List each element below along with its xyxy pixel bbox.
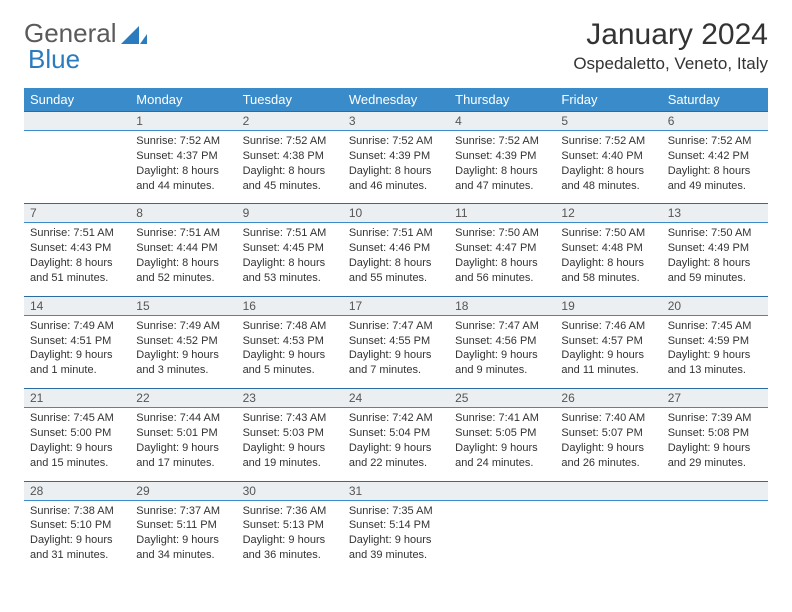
day-number: 9 [237, 204, 343, 223]
day-detail: Sunrise: 7:50 AM Sunset: 4:48 PM Dayligh… [555, 223, 661, 296]
day-number: 17 [343, 296, 449, 315]
day-detail: Sunrise: 7:48 AM Sunset: 4:53 PM Dayligh… [237, 315, 343, 388]
day-number: 19 [555, 296, 661, 315]
day-number: 21 [24, 389, 130, 408]
day-detail: Sunrise: 7:43 AM Sunset: 5:03 PM Dayligh… [237, 408, 343, 481]
day-number: 3 [343, 112, 449, 131]
header: General January 2024 Ospedaletto, Veneto… [24, 18, 768, 74]
day-detail: Sunrise: 7:52 AM Sunset: 4:40 PM Dayligh… [555, 131, 661, 204]
daynum-row: 123456 [24, 112, 768, 131]
day-detail: Sunrise: 7:52 AM Sunset: 4:42 PM Dayligh… [662, 131, 768, 204]
month-title: January 2024 [573, 18, 768, 52]
day-detail: Sunrise: 7:49 AM Sunset: 4:51 PM Dayligh… [24, 315, 130, 388]
day-detail: Sunrise: 7:35 AM Sunset: 5:14 PM Dayligh… [343, 500, 449, 573]
day-number: 14 [24, 296, 130, 315]
day-number [24, 112, 130, 131]
day-detail: Sunrise: 7:52 AM Sunset: 4:37 PM Dayligh… [130, 131, 236, 204]
day-number: 25 [449, 389, 555, 408]
day-detail [449, 500, 555, 573]
day-detail: Sunrise: 7:47 AM Sunset: 4:55 PM Dayligh… [343, 315, 449, 388]
daynum-row: 21222324252627 [24, 389, 768, 408]
day-detail: Sunrise: 7:51 AM Sunset: 4:43 PM Dayligh… [24, 223, 130, 296]
daynum-row: 78910111213 [24, 204, 768, 223]
day-detail: Sunrise: 7:36 AM Sunset: 5:13 PM Dayligh… [237, 500, 343, 573]
day-header: Friday [555, 88, 661, 112]
day-number: 11 [449, 204, 555, 223]
day-header: Tuesday [237, 88, 343, 112]
day-number: 5 [555, 112, 661, 131]
day-number: 16 [237, 296, 343, 315]
logo-text-b: Blue [28, 44, 80, 75]
day-number: 30 [237, 481, 343, 500]
day-header: Wednesday [343, 88, 449, 112]
day-number: 10 [343, 204, 449, 223]
day-detail [24, 131, 130, 204]
day-detail: Sunrise: 7:52 AM Sunset: 4:39 PM Dayligh… [449, 131, 555, 204]
day-number: 8 [130, 204, 236, 223]
location: Ospedaletto, Veneto, Italy [573, 54, 768, 74]
calendar-head: SundayMondayTuesdayWednesdayThursdayFrid… [24, 88, 768, 112]
detail-row: Sunrise: 7:52 AM Sunset: 4:37 PM Dayligh… [24, 131, 768, 204]
day-number: 18 [449, 296, 555, 315]
day-number [449, 481, 555, 500]
day-detail: Sunrise: 7:51 AM Sunset: 4:44 PM Dayligh… [130, 223, 236, 296]
day-detail: Sunrise: 7:47 AM Sunset: 4:56 PM Dayligh… [449, 315, 555, 388]
day-number: 27 [662, 389, 768, 408]
day-number: 29 [130, 481, 236, 500]
day-number: 20 [662, 296, 768, 315]
day-detail: Sunrise: 7:45 AM Sunset: 4:59 PM Dayligh… [662, 315, 768, 388]
day-detail: Sunrise: 7:39 AM Sunset: 5:08 PM Dayligh… [662, 408, 768, 481]
day-number: 24 [343, 389, 449, 408]
day-detail: Sunrise: 7:44 AM Sunset: 5:01 PM Dayligh… [130, 408, 236, 481]
day-number: 4 [449, 112, 555, 131]
calendar-table: SundayMondayTuesdayWednesdayThursdayFrid… [24, 88, 768, 573]
detail-row: Sunrise: 7:45 AM Sunset: 5:00 PM Dayligh… [24, 408, 768, 481]
day-number: 7 [24, 204, 130, 223]
day-detail: Sunrise: 7:52 AM Sunset: 4:39 PM Dayligh… [343, 131, 449, 204]
detail-row: Sunrise: 7:51 AM Sunset: 4:43 PM Dayligh… [24, 223, 768, 296]
day-number: 31 [343, 481, 449, 500]
day-header: Saturday [662, 88, 768, 112]
day-detail: Sunrise: 7:41 AM Sunset: 5:05 PM Dayligh… [449, 408, 555, 481]
daynum-row: 28293031 [24, 481, 768, 500]
calendar-body: 123456Sunrise: 7:52 AM Sunset: 4:37 PM D… [24, 112, 768, 573]
day-number: 2 [237, 112, 343, 131]
day-detail: Sunrise: 7:37 AM Sunset: 5:11 PM Dayligh… [130, 500, 236, 573]
day-number [662, 481, 768, 500]
day-number: 23 [237, 389, 343, 408]
day-number: 22 [130, 389, 236, 408]
day-detail: Sunrise: 7:38 AM Sunset: 5:10 PM Dayligh… [24, 500, 130, 573]
day-number: 6 [662, 112, 768, 131]
day-number: 15 [130, 296, 236, 315]
detail-row: Sunrise: 7:49 AM Sunset: 4:51 PM Dayligh… [24, 315, 768, 388]
day-detail: Sunrise: 7:40 AM Sunset: 5:07 PM Dayligh… [555, 408, 661, 481]
day-detail [555, 500, 661, 573]
day-number: 28 [24, 481, 130, 500]
day-detail [662, 500, 768, 573]
day-header: Thursday [449, 88, 555, 112]
day-detail: Sunrise: 7:46 AM Sunset: 4:57 PM Dayligh… [555, 315, 661, 388]
day-number: 26 [555, 389, 661, 408]
day-detail: Sunrise: 7:42 AM Sunset: 5:04 PM Dayligh… [343, 408, 449, 481]
title-block: January 2024 Ospedaletto, Veneto, Italy [573, 18, 768, 74]
day-detail: Sunrise: 7:51 AM Sunset: 4:45 PM Dayligh… [237, 223, 343, 296]
day-detail: Sunrise: 7:49 AM Sunset: 4:52 PM Dayligh… [130, 315, 236, 388]
day-detail: Sunrise: 7:51 AM Sunset: 4:46 PM Dayligh… [343, 223, 449, 296]
day-detail: Sunrise: 7:50 AM Sunset: 4:47 PM Dayligh… [449, 223, 555, 296]
day-detail: Sunrise: 7:50 AM Sunset: 4:49 PM Dayligh… [662, 223, 768, 296]
day-number [555, 481, 661, 500]
day-number: 13 [662, 204, 768, 223]
day-detail: Sunrise: 7:45 AM Sunset: 5:00 PM Dayligh… [24, 408, 130, 481]
day-number: 12 [555, 204, 661, 223]
daynum-row: 14151617181920 [24, 296, 768, 315]
detail-row: Sunrise: 7:38 AM Sunset: 5:10 PM Dayligh… [24, 500, 768, 573]
day-header: Sunday [24, 88, 130, 112]
logo-sail-icon [121, 24, 147, 44]
day-number: 1 [130, 112, 236, 131]
day-detail: Sunrise: 7:52 AM Sunset: 4:38 PM Dayligh… [237, 131, 343, 204]
day-header: Monday [130, 88, 236, 112]
